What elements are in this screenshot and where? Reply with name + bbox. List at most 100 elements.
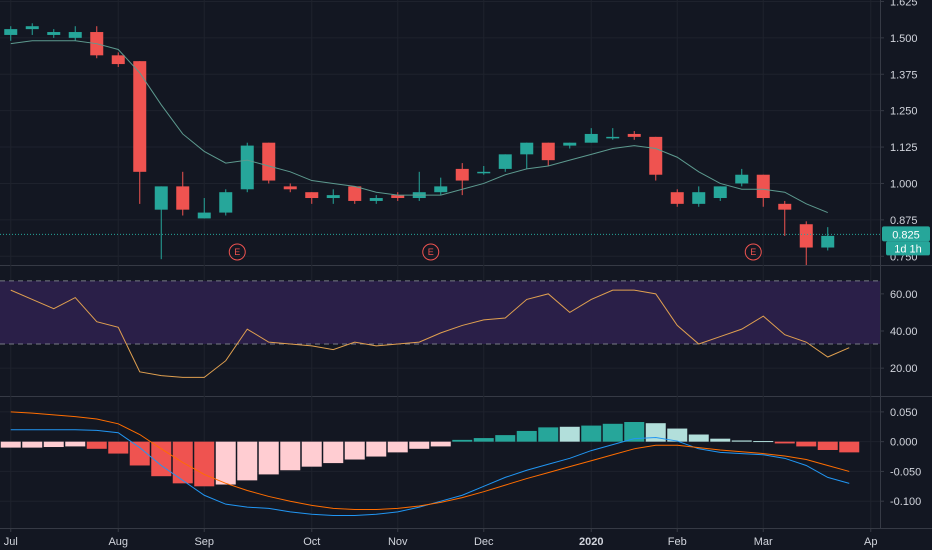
- earnings-marker[interactable]: [228, 243, 246, 261]
- macd-histogram-bar[interactable]: [65, 441, 86, 447]
- macd-histogram-bar[interactable]: [194, 441, 215, 487]
- macd-histogram-bar[interactable]: [430, 441, 451, 447]
- macd-histogram-bar[interactable]: [237, 441, 258, 481]
- candle-down[interactable]: [756, 174, 770, 199]
- macd-histogram-bar[interactable]: [344, 441, 365, 460]
- macd-histogram-bar[interactable]: [624, 422, 645, 442]
- macd-histogram-bar[interactable]: [301, 441, 322, 467]
- macd-histogram-bar[interactable]: [774, 441, 795, 444]
- candle-up[interactable]: [735, 174, 749, 184]
- candle-down[interactable]: [391, 195, 405, 199]
- timeframe-value: 1d 1h: [894, 243, 922, 255]
- moving-average-line[interactable]: [10, 40, 828, 214]
- macd-histogram-bar[interactable]: [538, 427, 559, 442]
- price-pane[interactable]: [0, 23, 880, 265]
- macd-histogram-bar[interactable]: [215, 441, 236, 485]
- candle-up[interactable]: [692, 192, 706, 204]
- macd-y-tick-label: 0.050: [890, 407, 918, 419]
- macd-histogram-bar[interactable]: [495, 435, 516, 442]
- macd-histogram-bar[interactable]: [280, 441, 301, 471]
- macd-histogram-bar[interactable]: [516, 430, 537, 442]
- macd-pane[interactable]: [0, 411, 860, 516]
- earnings-marker[interactable]: [422, 243, 440, 261]
- candle-down[interactable]: [262, 142, 276, 181]
- candle-up[interactable]: [606, 136, 620, 139]
- candle-down[interactable]: [133, 61, 147, 172]
- candle-up[interactable]: [240, 145, 254, 190]
- x-tick-label: Mar: [754, 536, 773, 548]
- candle-down[interactable]: [799, 224, 813, 248]
- candle-up[interactable]: [68, 32, 82, 38]
- candle-up[interactable]: [498, 154, 512, 169]
- earnings-marker-label: E: [428, 247, 434, 257]
- candle-down[interactable]: [283, 186, 297, 190]
- macd-histogram-bar[interactable]: [86, 441, 107, 449]
- candle-down[interactable]: [455, 168, 469, 181]
- candle-up[interactable]: [219, 192, 233, 213]
- price-y-tick-label: 1.125: [890, 142, 918, 154]
- signal-line[interactable]: [10, 411, 850, 511]
- candle-down[interactable]: [111, 55, 125, 65]
- candle-down[interactable]: [176, 186, 190, 210]
- macd-histogram-bar[interactable]: [688, 434, 709, 442]
- candle-down[interactable]: [670, 192, 684, 204]
- x-tick-label: Nov: [388, 536, 408, 548]
- overlays: 0.825 1d 1h E E E: [228, 226, 930, 261]
- candle-up[interactable]: [326, 195, 340, 199]
- macd-histogram-bar[interactable]: [366, 441, 387, 457]
- candle-up[interactable]: [584, 133, 598, 143]
- macd-histogram-bar[interactable]: [796, 441, 817, 447]
- macd-histogram-bar[interactable]: [710, 438, 731, 442]
- candle-up[interactable]: [25, 26, 39, 30]
- candle-up[interactable]: [434, 186, 448, 193]
- macd-histogram-bar[interactable]: [839, 441, 860, 453]
- candle-up[interactable]: [4, 29, 18, 35]
- candle-down[interactable]: [778, 203, 792, 210]
- macd-histogram-bar[interactable]: [559, 426, 580, 442]
- candle-down[interactable]: [541, 142, 555, 161]
- macd-histogram-bar[interactable]: [602, 423, 623, 442]
- rsi-line[interactable]: [10, 289, 850, 378]
- x-tick-label: Dec: [474, 536, 494, 548]
- earnings-marker-label: E: [234, 247, 240, 257]
- macd-histogram-bar[interactable]: [43, 441, 64, 448]
- candle-down[interactable]: [627, 133, 641, 137]
- macd-histogram-bar[interactable]: [667, 428, 688, 442]
- macd-histogram-bar[interactable]: [581, 425, 602, 442]
- earnings-marker[interactable]: [744, 243, 762, 261]
- candle-up[interactable]: [197, 212, 211, 219]
- rsi-band-fill: [0, 280, 880, 344]
- candle-up[interactable]: [47, 32, 61, 35]
- candle-down[interactable]: [305, 192, 319, 199]
- rsi-pane[interactable]: [10, 289, 850, 378]
- candle-up[interactable]: [821, 235, 835, 248]
- macd-histogram-bar[interactable]: [753, 441, 774, 443]
- macd-histogram-bar[interactable]: [473, 438, 494, 442]
- macd-histogram-bar[interactable]: [129, 441, 150, 466]
- macd-histogram-bar[interactable]: [0, 441, 21, 448]
- candle-up[interactable]: [477, 171, 491, 174]
- macd-histogram-bar[interactable]: [323, 441, 344, 464]
- candle-down[interactable]: [348, 186, 362, 201]
- candle-up[interactable]: [563, 142, 577, 146]
- macd-histogram-bar[interactable]: [151, 441, 172, 477]
- candle-up[interactable]: [520, 142, 534, 155]
- macd-histogram-bar[interactable]: [258, 441, 279, 475]
- macd-y-tick-label: -0.100: [890, 496, 921, 508]
- candle-up[interactable]: [369, 198, 383, 201]
- macd-histogram-bar[interactable]: [387, 441, 408, 453]
- macd-histogram-bar[interactable]: [731, 440, 752, 442]
- macd-histogram-bar[interactable]: [409, 441, 430, 449]
- macd-histogram-bar[interactable]: [108, 441, 129, 454]
- macd-histogram-bar[interactable]: [452, 439, 473, 442]
- macd-histogram-bar[interactable]: [22, 441, 43, 448]
- rsi-y-tick-label: 40.00: [890, 326, 918, 338]
- candle-up[interactable]: [154, 186, 168, 210]
- macd-histogram-bar[interactable]: [645, 423, 666, 442]
- price-y-tick-label: 1.375: [890, 69, 918, 81]
- macd-histogram-bar[interactable]: [817, 441, 838, 450]
- candle-up[interactable]: [713, 186, 727, 199]
- candle-down[interactable]: [649, 136, 663, 175]
